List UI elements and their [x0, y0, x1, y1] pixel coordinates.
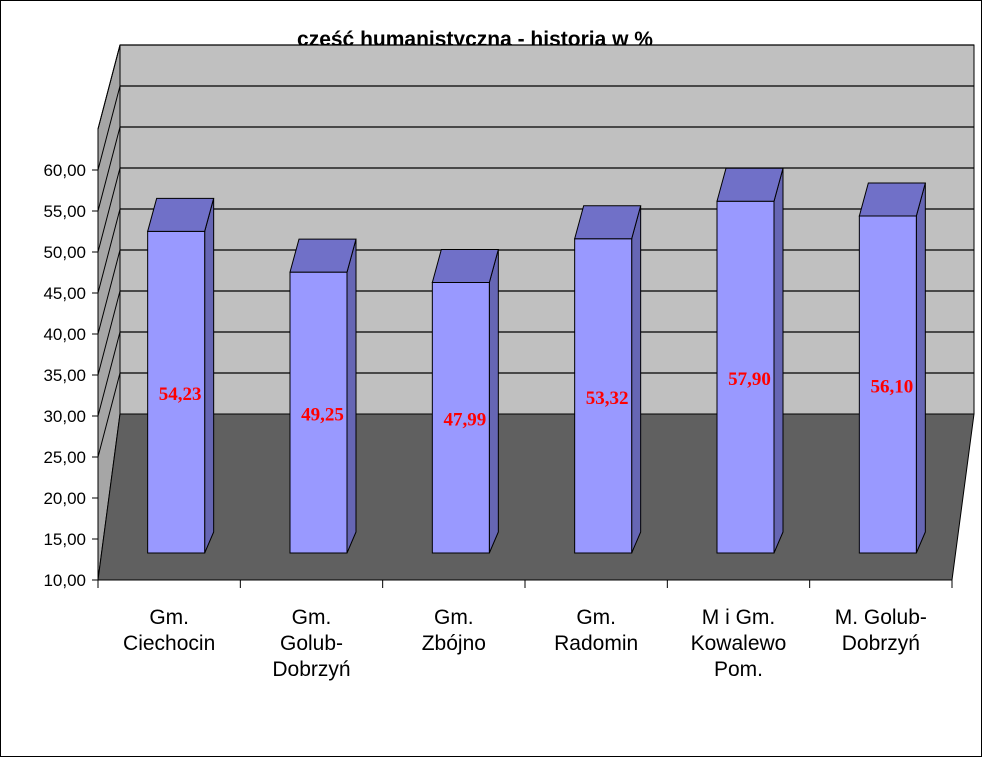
y-tick-label: 30,00: [43, 407, 86, 426]
x-tick-label-line: Gm.: [576, 606, 616, 629]
y-tick-label: 35,00: [43, 366, 86, 385]
x-tick-label-line: Gm.: [292, 606, 332, 629]
bar: [858, 215, 917, 554]
gridline-side: [97, 208, 121, 294]
gridline-side: [97, 85, 121, 171]
bar: [574, 238, 633, 554]
x-tick-label: M i Gm. Kowalewo Pom.: [691, 606, 787, 681]
data-label: 57,90: [728, 369, 771, 390]
x-tick-label-line: Radomin: [554, 632, 638, 655]
y-tick-label: 50,00: [43, 243, 86, 262]
y-tick-label: 10,00: [43, 571, 86, 590]
x-tick-label-line: M. Golub-: [835, 606, 927, 629]
bar-top: [716, 167, 784, 202]
bar-side: [631, 205, 642, 554]
data-label: 47,99: [443, 410, 486, 431]
bar-side: [204, 198, 215, 554]
back-wall: [119, 44, 975, 415]
y-tick-label: 60,00: [43, 161, 86, 180]
x-tick-label: Gm. Radomin: [554, 606, 638, 655]
x-tick-label: Gm. Zbójno: [422, 606, 486, 655]
gridline-side: [97, 126, 121, 212]
bar: [289, 271, 348, 554]
x-tick-label: M. Golub- Dobrzyń: [835, 606, 927, 655]
gridline-side: [97, 372, 121, 458]
data-label: 56,10: [870, 376, 913, 397]
bar-top: [858, 182, 926, 217]
bar-top: [147, 197, 215, 232]
y-tick-label: 25,00: [43, 448, 86, 467]
x-tick-label-line: Dobrzyń: [842, 632, 920, 655]
bar-top: [431, 248, 499, 283]
bar-side: [346, 239, 357, 554]
data-label: 49,25: [301, 405, 344, 426]
x-tick-label-line: Golub-: [280, 632, 343, 655]
x-tick-label: Gm. Golub- Dobrzyń: [272, 606, 350, 681]
x-tick-label-line: Gm.: [434, 606, 474, 629]
data-label: 53,32: [586, 388, 629, 409]
bar-side: [915, 182, 926, 554]
x-tick-label-line: M i Gm.: [702, 606, 776, 629]
bar: [716, 200, 775, 554]
y-tick-label: 55,00: [43, 202, 86, 221]
x-tick-label-line: Ciechocin: [123, 632, 215, 655]
bar-top: [574, 205, 642, 240]
x-tick-label-line: Zbójno: [422, 632, 486, 655]
bar-side: [488, 249, 499, 554]
gridline-side: [97, 290, 121, 376]
data-label: 54,23: [159, 384, 202, 405]
x-tick-label-line: Dobrzyń: [272, 658, 350, 681]
x-tick-label-line: Gm.: [149, 606, 189, 629]
bar: [431, 281, 490, 554]
x-tick-label-line: Kowalewo: [691, 632, 787, 655]
bar-top: [289, 238, 357, 273]
x-tick-label-line: Pom.: [714, 658, 763, 681]
floor: [97, 413, 975, 581]
y-tick-label: 45,00: [43, 284, 86, 303]
x-tick-label: Gm. Ciechocin: [123, 606, 215, 655]
bar-side: [773, 168, 784, 554]
y-tick-label: 20,00: [43, 489, 86, 508]
gridline-side: [97, 167, 121, 253]
y-tick-label: 15,00: [43, 530, 86, 549]
y-tick-label: 40,00: [43, 325, 86, 344]
gridline-side: [97, 44, 121, 130]
gridline-side: [97, 331, 121, 417]
gridline-side: [97, 249, 121, 335]
